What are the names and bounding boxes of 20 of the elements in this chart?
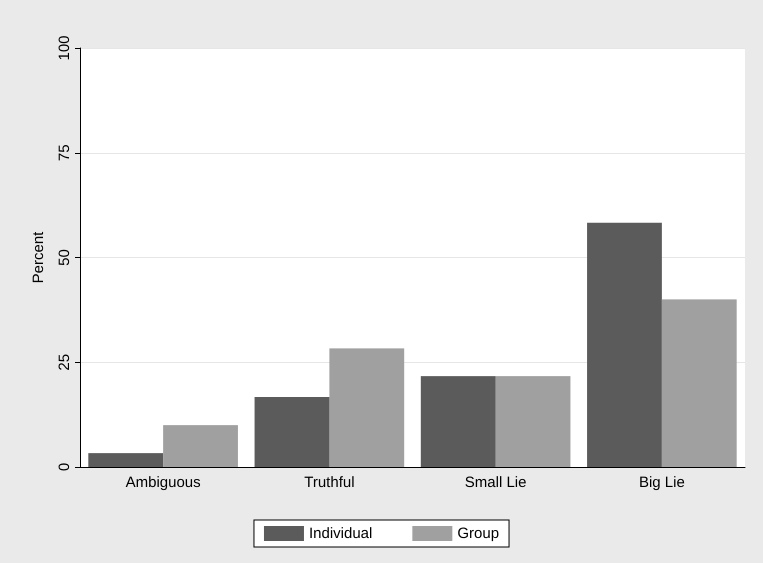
bar (587, 222, 662, 467)
y-tick-label: 75 (56, 144, 73, 162)
y-axis-title: Percent (30, 230, 47, 284)
legend-label: Individual (308, 525, 372, 542)
y-tick-label: 50 (56, 249, 73, 266)
bar (88, 453, 164, 467)
y-tick-label: 25 (56, 354, 73, 371)
y-tick-label: 0 (56, 462, 73, 472)
x-tick-label: Big Lie (638, 474, 685, 491)
x-tick-label: Small Lie (464, 474, 526, 491)
bar (496, 376, 570, 467)
bar (662, 299, 737, 467)
x-tick-label: Ambiguous (126, 474, 201, 491)
bar (254, 397, 330, 467)
bar (163, 425, 238, 467)
legend-label: Group (457, 525, 500, 542)
bar (420, 376, 496, 467)
y-tick-label: 100 (56, 35, 73, 61)
bar (329, 348, 404, 467)
x-tick-label: Truthful (304, 474, 355, 491)
